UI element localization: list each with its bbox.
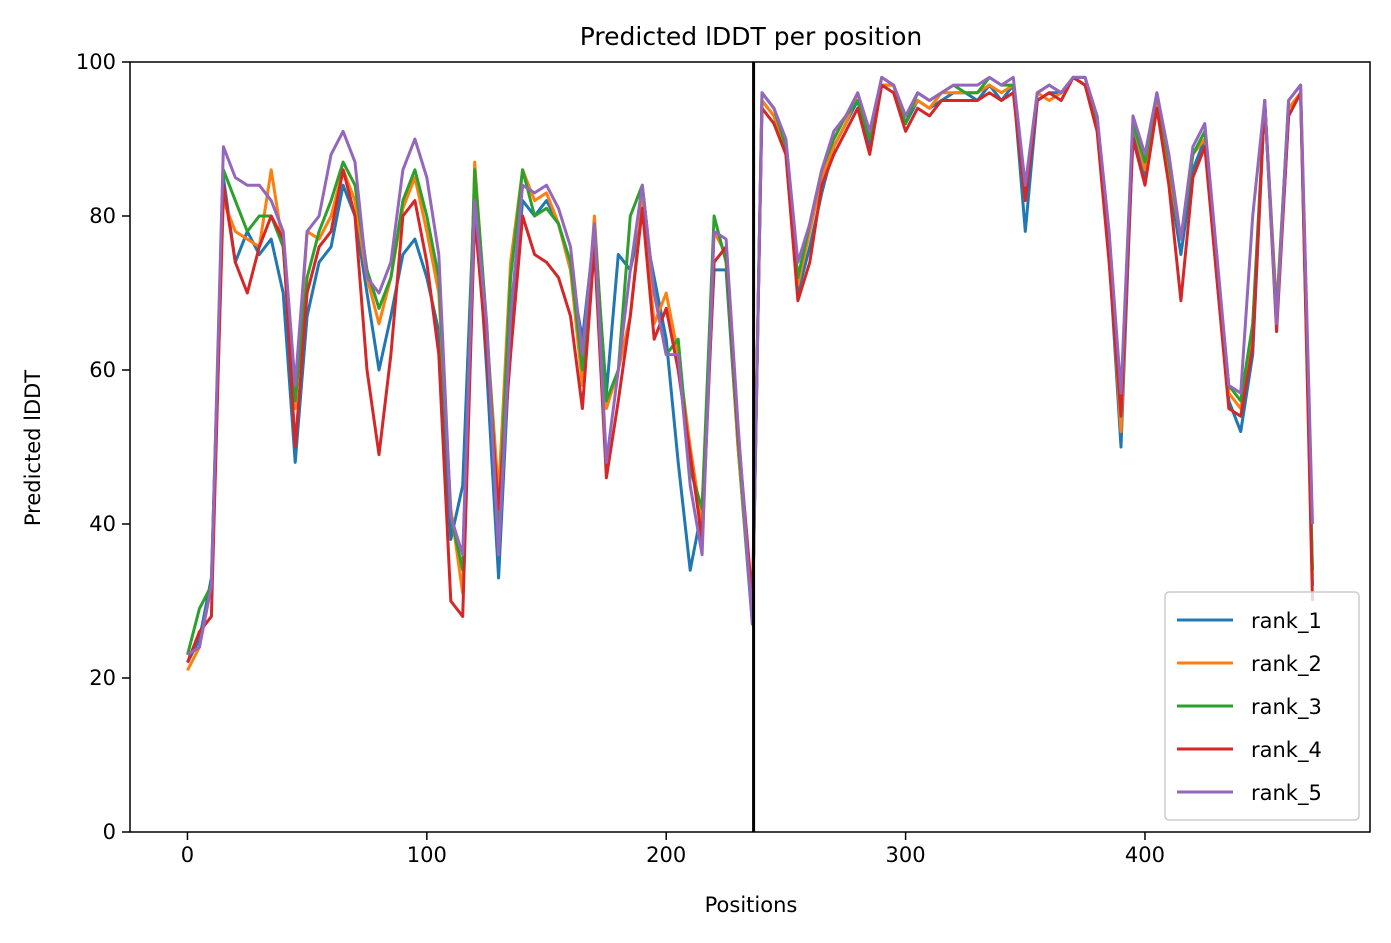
legend-box (1164, 591, 1360, 821)
y-axis-label: Predicted lDDT (21, 370, 45, 526)
x-tick-label: 100 (407, 843, 447, 867)
x-tick-label: 0 (181, 843, 194, 867)
legend-label-rank_1: rank_1 (1251, 609, 1322, 634)
x-tick-label: 300 (886, 843, 926, 867)
axes: 0 100 200 300 400 0 20 40 60 80 100 (76, 50, 1371, 867)
legend: rank_1 rank_2 rank_3 rank_4 rank_5 (1164, 591, 1360, 821)
plot-area (186, 62, 1314, 832)
x-tick-label: 400 (1125, 843, 1165, 867)
y-tick-label: 40 (89, 512, 116, 536)
chart-title: Predicted lDDT per position (580, 22, 922, 51)
y-tick-label: 20 (89, 666, 116, 690)
legend-label-rank_2: rank_2 (1251, 652, 1322, 677)
x-axis-label: Positions (705, 893, 798, 917)
plot-frame (129, 61, 1371, 833)
y-tick-label: 100 (76, 50, 116, 74)
x-tick-label: 200 (646, 843, 686, 867)
y-tick-label: 60 (89, 358, 116, 382)
y-tick-label: 0 (103, 820, 116, 844)
legend-label-rank_3: rank_3 (1251, 695, 1322, 720)
legend-label-rank_4: rank_4 (1251, 738, 1322, 763)
y-tick-label: 80 (89, 204, 116, 228)
legend-label-rank_5: rank_5 (1251, 781, 1322, 806)
